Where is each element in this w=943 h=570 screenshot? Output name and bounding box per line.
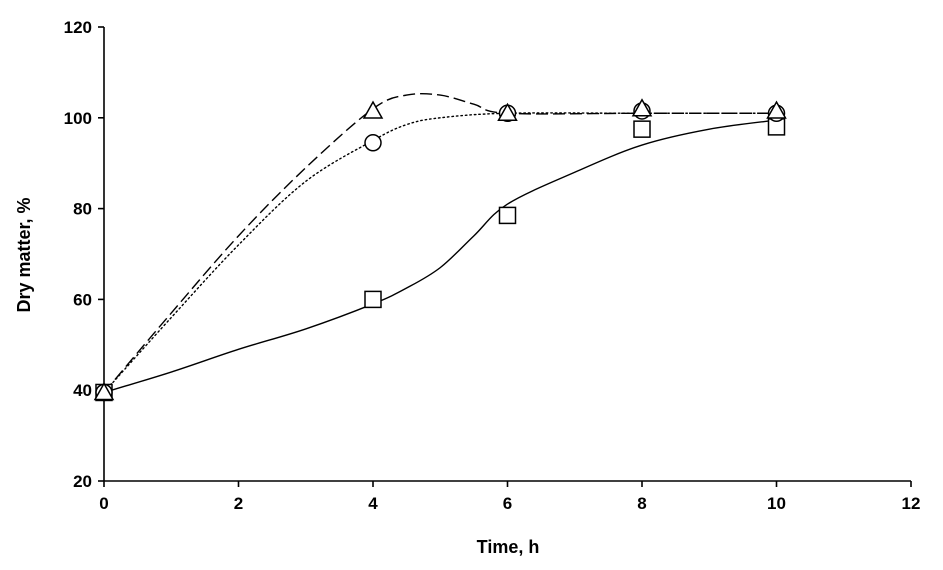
triangle-marker: [497, 102, 518, 122]
triangle-marker: [631, 98, 653, 117]
x-tick-label: 2: [234, 494, 243, 513]
y-tick-label: 40: [73, 381, 92, 400]
series-square-line: [103, 119, 777, 394]
y-tick-label: 60: [73, 290, 92, 309]
y-tick-label: 120: [64, 18, 92, 37]
axes: 0 2 4 6 8 10 12 20 40 60 80 100 120: [64, 18, 921, 513]
square-marker: [364, 290, 382, 309]
curves: [103, 92, 778, 394]
x-tick-label: 10: [767, 494, 786, 513]
triangle-marker: [362, 100, 384, 119]
circle-marker: [364, 134, 382, 152]
series-triangle-line: [103, 92, 777, 393]
markers: [93, 98, 787, 402]
triangle-marker: [93, 381, 115, 401]
x-tick-label: 4: [368, 494, 378, 513]
y-tick-label: 80: [73, 200, 92, 219]
square-marker: [633, 120, 651, 138]
triangle-marker: [766, 100, 787, 119]
x-axis-title: Time, h: [477, 537, 540, 557]
x-tick-label: 6: [503, 494, 512, 513]
square-marker: [498, 206, 517, 225]
x-tick-label: 12: [902, 494, 921, 513]
x-tick-label: 8: [637, 494, 646, 513]
x-tick-label: 0: [99, 494, 108, 513]
y-tick-label: 100: [64, 109, 92, 128]
series-circle-line: [103, 112, 778, 394]
y-axis-title: Dry matter, %: [14, 197, 34, 312]
y-tick-label: 20: [73, 472, 92, 491]
